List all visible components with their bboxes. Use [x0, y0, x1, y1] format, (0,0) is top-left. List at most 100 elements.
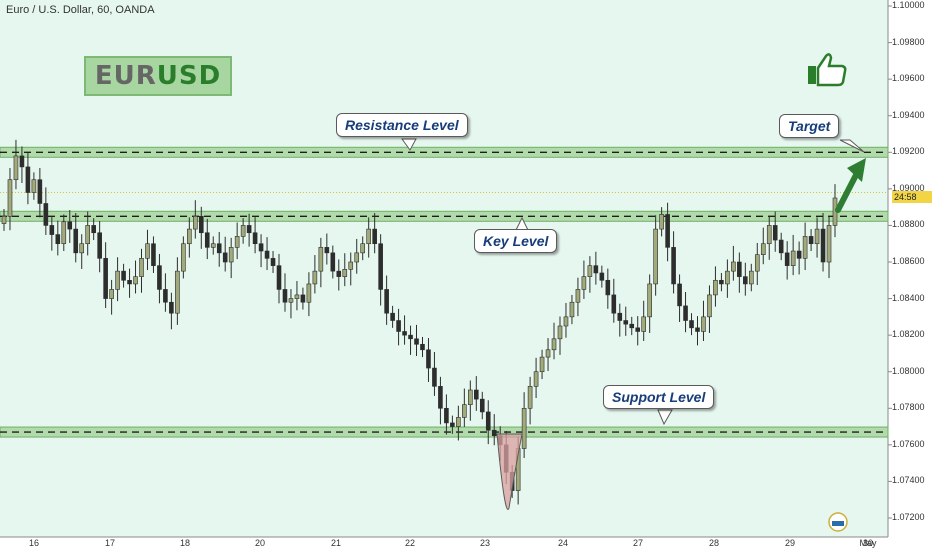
price-tick-label: 1.09600: [892, 73, 925, 84]
candle-body: [19, 155, 25, 168]
candle-body: [378, 243, 383, 290]
candle-body: [754, 254, 760, 272]
candle-body: [204, 232, 210, 248]
candle-body: [420, 343, 425, 351]
candle-body: [444, 407, 449, 424]
price-tick-label: 1.09400: [892, 109, 925, 120]
candle-body: [611, 294, 617, 314]
candle-body: [43, 203, 49, 226]
price-tick-label: 1.09800: [892, 36, 925, 47]
price-tick-label: 1.09200: [892, 146, 925, 157]
price-tick-label: 1.08000: [892, 365, 925, 376]
candle-body: [725, 270, 730, 285]
candle-body: [342, 269, 348, 277]
candle-body: [360, 243, 366, 254]
candle-body: [348, 261, 354, 270]
candle-body: [312, 270, 318, 285]
resistance-label-pointer: [401, 138, 417, 151]
candle-body: [719, 279, 724, 285]
candle-body: [808, 236, 814, 245]
candle-body: [396, 320, 401, 332]
candle-body: [635, 327, 641, 332]
price-tick-label: 1.07600: [892, 438, 925, 449]
candle-body: [234, 236, 240, 248]
candle-body: [37, 179, 43, 204]
chart-title: Euro / U.S. Dollar, 60, OANDA: [6, 4, 155, 16]
candle-body: [67, 221, 73, 230]
candle-body: [468, 389, 473, 405]
candle-body: [85, 225, 90, 245]
liquidity-grab-highlight: [496, 433, 523, 510]
candle-body: [671, 247, 676, 285]
candle-body: [145, 243, 150, 259]
exchange-logo-icon: [828, 512, 848, 532]
candle-body: [456, 417, 461, 427]
candle-body: [240, 225, 246, 237]
target-arrow-shaft: [835, 172, 859, 213]
time-tick-label: 20: [254, 538, 266, 548]
candle-body: [629, 323, 635, 329]
thumbs-up-cuff: [808, 66, 816, 84]
candle-body: [246, 225, 252, 234]
candle-body: [695, 327, 700, 332]
candle-body: [1, 215, 7, 224]
candle-body: [228, 247, 234, 263]
price-tick-label: 1.08800: [892, 219, 925, 230]
candle-body: [276, 265, 282, 290]
candle-body: [318, 247, 324, 272]
candle-body: [653, 228, 658, 285]
candle-body: [605, 279, 611, 296]
candle-body: [264, 250, 270, 259]
candle-body: [521, 407, 527, 449]
price-tick-label: 1.09000: [892, 182, 925, 193]
candle-body: [707, 294, 712, 318]
candle-body: [133, 276, 138, 285]
time-scale-background: [0, 537, 888, 550]
candle-body: [737, 261, 742, 277]
candle-body: [683, 305, 688, 321]
candle-body: [61, 221, 67, 245]
candle-body: [450, 422, 455, 427]
candle-body: [539, 356, 545, 373]
candle-body: [193, 215, 198, 230]
candle-body: [306, 283, 312, 303]
candle-body: [743, 276, 748, 285]
candle-body: [438, 386, 443, 409]
candle-body: [575, 289, 581, 303]
candle-body: [641, 316, 646, 332]
candle-body: [372, 228, 377, 245]
candle-body: [533, 371, 539, 387]
candle-body: [294, 294, 300, 299]
support-level-label: Support Level: [603, 385, 715, 409]
candle-body: [479, 398, 485, 413]
candle-body: [701, 316, 706, 332]
candle-body: [814, 228, 820, 245]
candle-body: [73, 228, 79, 254]
current-price-badge: 24:58: [892, 191, 932, 203]
candle-body: [485, 411, 491, 431]
candle-body: [216, 243, 222, 254]
candle-body: [139, 258, 144, 277]
time-tick-label: 16: [28, 538, 40, 548]
candle-body: [55, 234, 61, 245]
price-tick-label: 1.08400: [892, 292, 925, 303]
candle-body: [557, 325, 563, 340]
candle-body: [97, 232, 102, 259]
candle-body: [198, 215, 204, 234]
candle-body: [772, 225, 778, 241]
candle-body: [7, 179, 13, 217]
candle-body: [115, 270, 120, 290]
candle-body: [414, 338, 419, 345]
candle-body: [593, 265, 599, 274]
candle-body: [300, 294, 306, 303]
time-tick-label: 22: [404, 538, 416, 548]
price-tick-label: 1.08600: [892, 256, 925, 266]
candle-body: [766, 225, 772, 245]
candle-body: [49, 225, 55, 235]
candle-body: [336, 270, 342, 277]
candle-body: [270, 258, 276, 266]
price-tick-label: 1.08200: [892, 329, 925, 340]
price-tick-label: 1.10000: [892, 0, 925, 10]
time-tick-label: 21: [330, 538, 342, 548]
